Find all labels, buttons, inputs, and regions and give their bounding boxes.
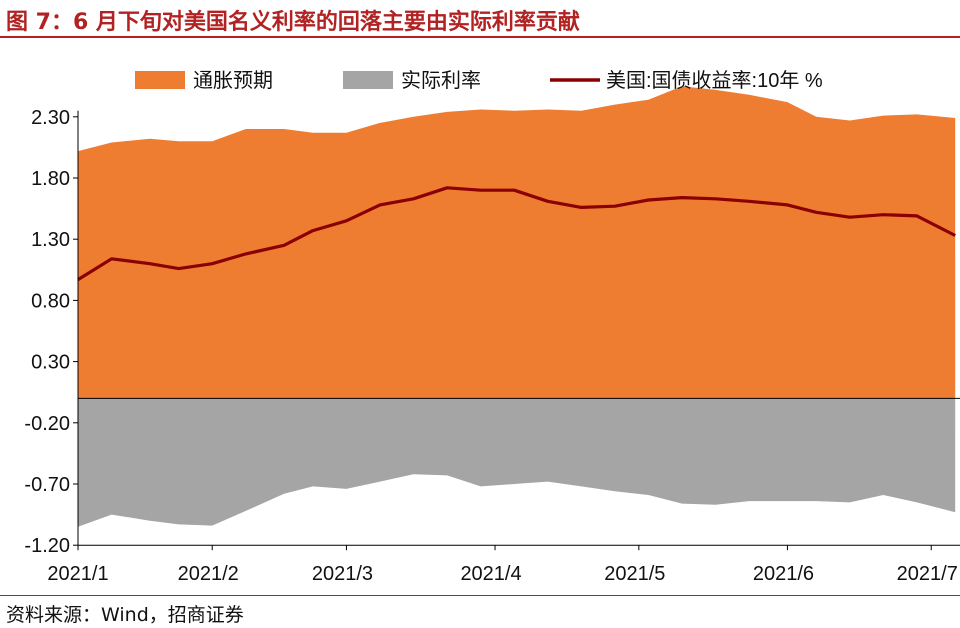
x-tick-label: 2021/6 <box>753 563 814 585</box>
x-tick-label: 2021/7 <box>897 563 958 585</box>
plot-areas <box>77 86 960 527</box>
inflation-expectation-area <box>78 86 956 399</box>
x-tick-label: 2021/1 <box>47 563 108 585</box>
y-tick-label: 1.30 <box>31 229 70 251</box>
y-tick-label: 2.30 <box>31 107 70 129</box>
y-tick-label: 0.80 <box>31 290 70 312</box>
x-tick-label: 2021/3 <box>312 563 373 585</box>
legend-swatch-real <box>343 71 393 89</box>
y-tick-label: -1.20 <box>24 535 70 557</box>
source-note: 资料来源：Wind，招商证券 <box>6 604 244 626</box>
nominal-yield-line <box>77 186 956 281</box>
title-divider <box>0 36 960 38</box>
x-tick-label: 2021/2 <box>178 563 239 585</box>
chart-area: 2.30 1.80 1.30 0.80 0.30 -0.20 -0.70 -1.20 2021… <box>24 69 960 585</box>
x-tick-label: 2021/4 <box>460 563 521 585</box>
x-tick-label: 2021/5 <box>604 563 665 585</box>
y-axis: 2.30 1.80 1.30 0.80 0.30 -0.20 -0.70 -1.20 <box>24 107 79 557</box>
legend-label-nominal: 美国:国债收益率:10年 % <box>606 69 823 92</box>
real-rate-area <box>78 398 956 527</box>
x-axis: 2021/1 2021/2 2021/3 2021/4 2021/5 2021/6 2021… <box>47 544 960 585</box>
y-tick-label: -0.20 <box>24 413 70 435</box>
legend-swatch-inflation <box>135 71 185 89</box>
legend-label-real: 实际利率 <box>401 69 481 92</box>
legend: 通胀预期 实际利率 美国:国债收益率:10年 % <box>135 69 823 92</box>
legend-label-inflation: 通胀预期 <box>193 69 273 92</box>
y-tick-label: 1.80 <box>31 168 70 190</box>
chart-title: 图 7：6 月下旬对美国名义利率的回落主要由实际利率贡献 <box>6 10 580 35</box>
y-tick-label: -0.70 <box>24 474 70 496</box>
source-divider <box>0 595 960 596</box>
y-tick-label: 0.30 <box>31 352 70 374</box>
